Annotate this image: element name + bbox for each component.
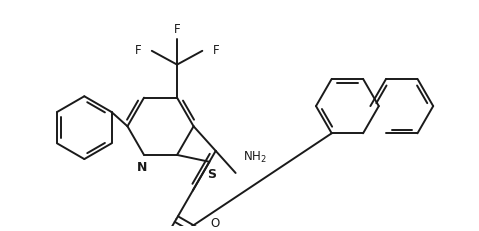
Text: NH$_2$: NH$_2$ — [242, 150, 266, 165]
Text: S: S — [207, 168, 216, 181]
Text: F: F — [135, 44, 142, 57]
Text: N: N — [137, 161, 147, 174]
Text: O: O — [210, 217, 220, 230]
Text: F: F — [212, 44, 219, 57]
Text: F: F — [174, 23, 181, 36]
